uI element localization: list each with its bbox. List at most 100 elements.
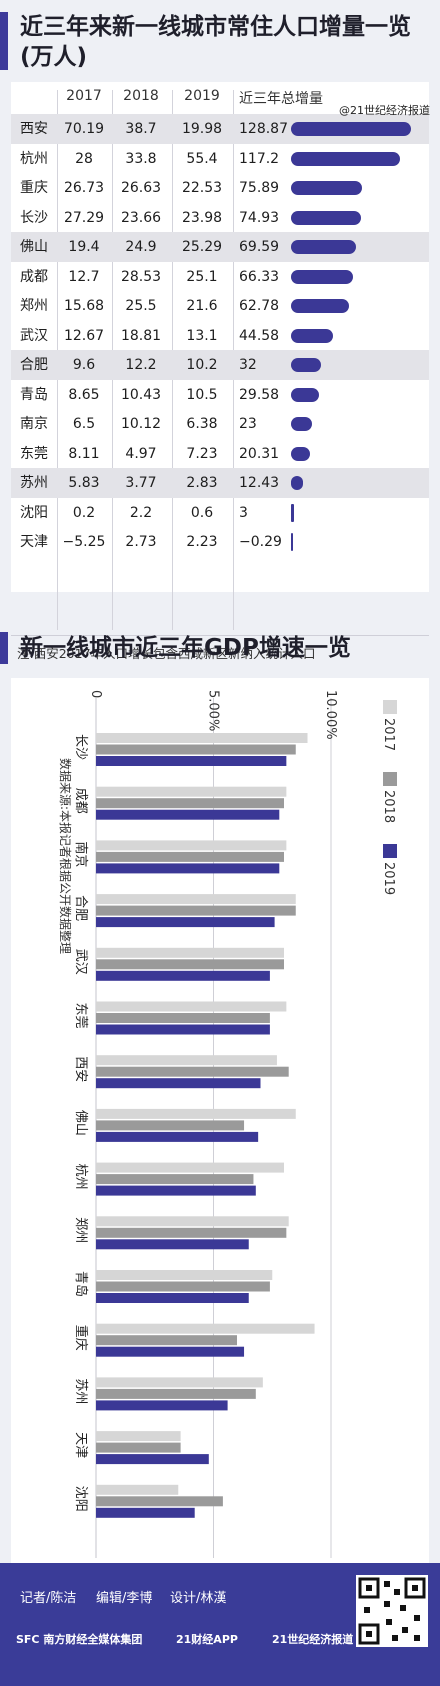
total-bar bbox=[291, 387, 319, 402]
category-label: 重庆 bbox=[73, 1325, 89, 1351]
table-row: 长沙 27.29 23.66 23.98 74.93 bbox=[11, 203, 429, 233]
cell-v2019: 2.83 bbox=[186, 475, 218, 491]
gdp-title: 新一线城市近三年GDP增速一览 bbox=[20, 635, 351, 661]
cell-v2017: 12.67 bbox=[63, 327, 105, 344]
table-row: 南京 6.5 10.12 6.38 23 bbox=[11, 409, 429, 439]
cell-total: 20.31 bbox=[239, 445, 280, 462]
table-row: 杭州 28 33.8 55.4 117.2 bbox=[11, 144, 429, 174]
gdp-bar bbox=[96, 840, 287, 851]
cell-v2018: 24.9 bbox=[125, 239, 157, 255]
cell-v2019: 10.5 bbox=[186, 386, 218, 403]
category-label: 合肥 bbox=[73, 895, 88, 921]
category-label: 青岛 bbox=[73, 1271, 89, 1297]
gdp-bar bbox=[96, 1078, 261, 1089]
cell-v2017: −5.25 bbox=[62, 534, 106, 550]
cell-v2018: 3.77 bbox=[125, 475, 157, 491]
cell-total: 12.43 bbox=[239, 475, 280, 491]
cell-city: 佛山 bbox=[20, 239, 48, 255]
gdp-bar bbox=[96, 1270, 273, 1280]
category-label: 杭州 bbox=[73, 1164, 88, 1190]
cell-v2018: 10.12 bbox=[120, 416, 162, 432]
logo-21app: 21财经APP bbox=[176, 1633, 238, 1646]
cell-city: 沈阳 bbox=[20, 504, 48, 521]
table-row: 郑州 15.68 25.5 21.6 62.78 bbox=[11, 291, 429, 321]
cell-total: 44.58 bbox=[239, 327, 280, 344]
total-bar bbox=[291, 299, 350, 313]
cell-v2017: 15.68 bbox=[63, 298, 105, 314]
gdp-chart-card: 0 5.00% 10.00% 2017 2018 2019 数据来源:本报记者根据公开数据整… bbox=[11, 678, 429, 1563]
cell-v2018: 12.2 bbox=[125, 357, 157, 373]
cell-v2018: 23.66 bbox=[120, 209, 162, 226]
gdp-bar bbox=[96, 1185, 256, 1196]
population-table-card: 2017 2018 2019 近三年总增量 西安 70.19 38.7 19.98 12… bbox=[11, 82, 429, 661]
table-title-line1: 近三年来新一线城市常住人口增量一览 bbox=[20, 14, 411, 40]
gdp-bar bbox=[96, 744, 296, 755]
gdp-section-title: 新一线城市近三年GDP增速一览 bbox=[0, 630, 440, 666]
cell-city: 重庆 bbox=[20, 180, 48, 196]
gdp-bar bbox=[96, 1442, 181, 1453]
cell-v2018: 2.2 bbox=[129, 504, 153, 521]
gdp-bar bbox=[96, 851, 284, 862]
cell-v2019: 10.2 bbox=[186, 357, 218, 373]
category-label: 西安 bbox=[73, 1056, 88, 1082]
cell-v2017: 0.2 bbox=[72, 504, 96, 521]
cell-city: 南京 bbox=[20, 416, 48, 432]
cell-v2019: 0.6 bbox=[190, 504, 214, 521]
gdp-bar bbox=[96, 1335, 237, 1346]
category-label: 郑州 bbox=[73, 1217, 88, 1243]
gdp-bar bbox=[96, 1001, 287, 1012]
gdp-bar bbox=[96, 1293, 249, 1303]
cell-city: 武汉 bbox=[20, 327, 48, 344]
cell-total: 29.58 bbox=[239, 386, 280, 403]
qr-code bbox=[356, 1575, 428, 1647]
cell-v2017: 26.73 bbox=[63, 180, 105, 196]
cell-v2018: 18.81 bbox=[120, 327, 162, 344]
total-bar bbox=[291, 533, 293, 551]
cell-total: 62.78 bbox=[239, 298, 280, 314]
cell-v2019: 2.23 bbox=[186, 534, 218, 550]
gdp-bar bbox=[96, 1024, 270, 1035]
logo-sfc: SFC 南方财经全媒体集团 bbox=[16, 1633, 143, 1646]
cell-v2019: 23.98 bbox=[181, 209, 223, 226]
cell-total: 66.33 bbox=[239, 268, 280, 285]
cell-total: 117.2 bbox=[239, 150, 280, 167]
credit-designer: 设计/林漢 bbox=[170, 1591, 227, 1606]
cell-v2017: 6.5 bbox=[72, 416, 96, 432]
gdp-bar bbox=[96, 894, 296, 905]
cell-v2017: 28 bbox=[75, 150, 93, 167]
cell-v2017: 12.7 bbox=[68, 268, 100, 285]
gdp-bar bbox=[96, 1507, 195, 1518]
header-2019: 2019 bbox=[184, 88, 220, 104]
category-label: 沈阳 bbox=[73, 1486, 88, 1512]
category-label: 苏州 bbox=[73, 1378, 89, 1404]
tick-label: 0 bbox=[88, 690, 103, 698]
category-label: 长沙 bbox=[73, 734, 88, 760]
gdp-bar bbox=[96, 1162, 284, 1173]
gdp-bar bbox=[96, 1388, 256, 1399]
legend-label: 2019 bbox=[381, 862, 396, 895]
gdp-bar bbox=[96, 1400, 228, 1411]
legend-label: 2018 bbox=[381, 790, 396, 823]
total-bar bbox=[291, 151, 401, 166]
header-2017: 2017 bbox=[66, 88, 102, 104]
cell-v2018: 38.7 bbox=[125, 121, 157, 137]
cell-v2019: 55.4 bbox=[186, 150, 218, 167]
cell-v2019: 25.29 bbox=[181, 239, 223, 255]
tick-label: 5.00% bbox=[206, 690, 221, 731]
total-bar bbox=[291, 417, 313, 431]
source-annotation: 数据来源:本报记者根据公开数据整理 bbox=[58, 758, 73, 954]
header-total: 近三年总增量 bbox=[239, 91, 323, 107]
logo-21cbh: 21世纪经济报道 bbox=[272, 1633, 354, 1646]
cell-total: −0.29 bbox=[239, 534, 282, 550]
cell-v2019: 19.98 bbox=[181, 121, 223, 137]
category-label: 东莞 bbox=[73, 1003, 88, 1029]
gdp-bar bbox=[96, 863, 280, 874]
table-row: 东莞 8.11 4.97 7.23 20.31 bbox=[11, 439, 429, 469]
table-row: 天津 −5.25 2.73 2.23 −0.29 bbox=[11, 527, 429, 557]
cell-v2017: 19.4 bbox=[68, 239, 100, 255]
gdp-bar-chart: 0 5.00% 10.00% 2017 2018 2019 数据来源:本报记者根据公开数据整… bbox=[58, 690, 397, 1558]
gdp-bar bbox=[96, 1346, 245, 1357]
table-row: 成都 12.7 28.53 25.1 66.33 bbox=[11, 262, 429, 292]
cell-v2017: 5.83 bbox=[68, 475, 100, 491]
table-row: 合肥 9.6 12.2 10.2 32 bbox=[11, 350, 429, 380]
